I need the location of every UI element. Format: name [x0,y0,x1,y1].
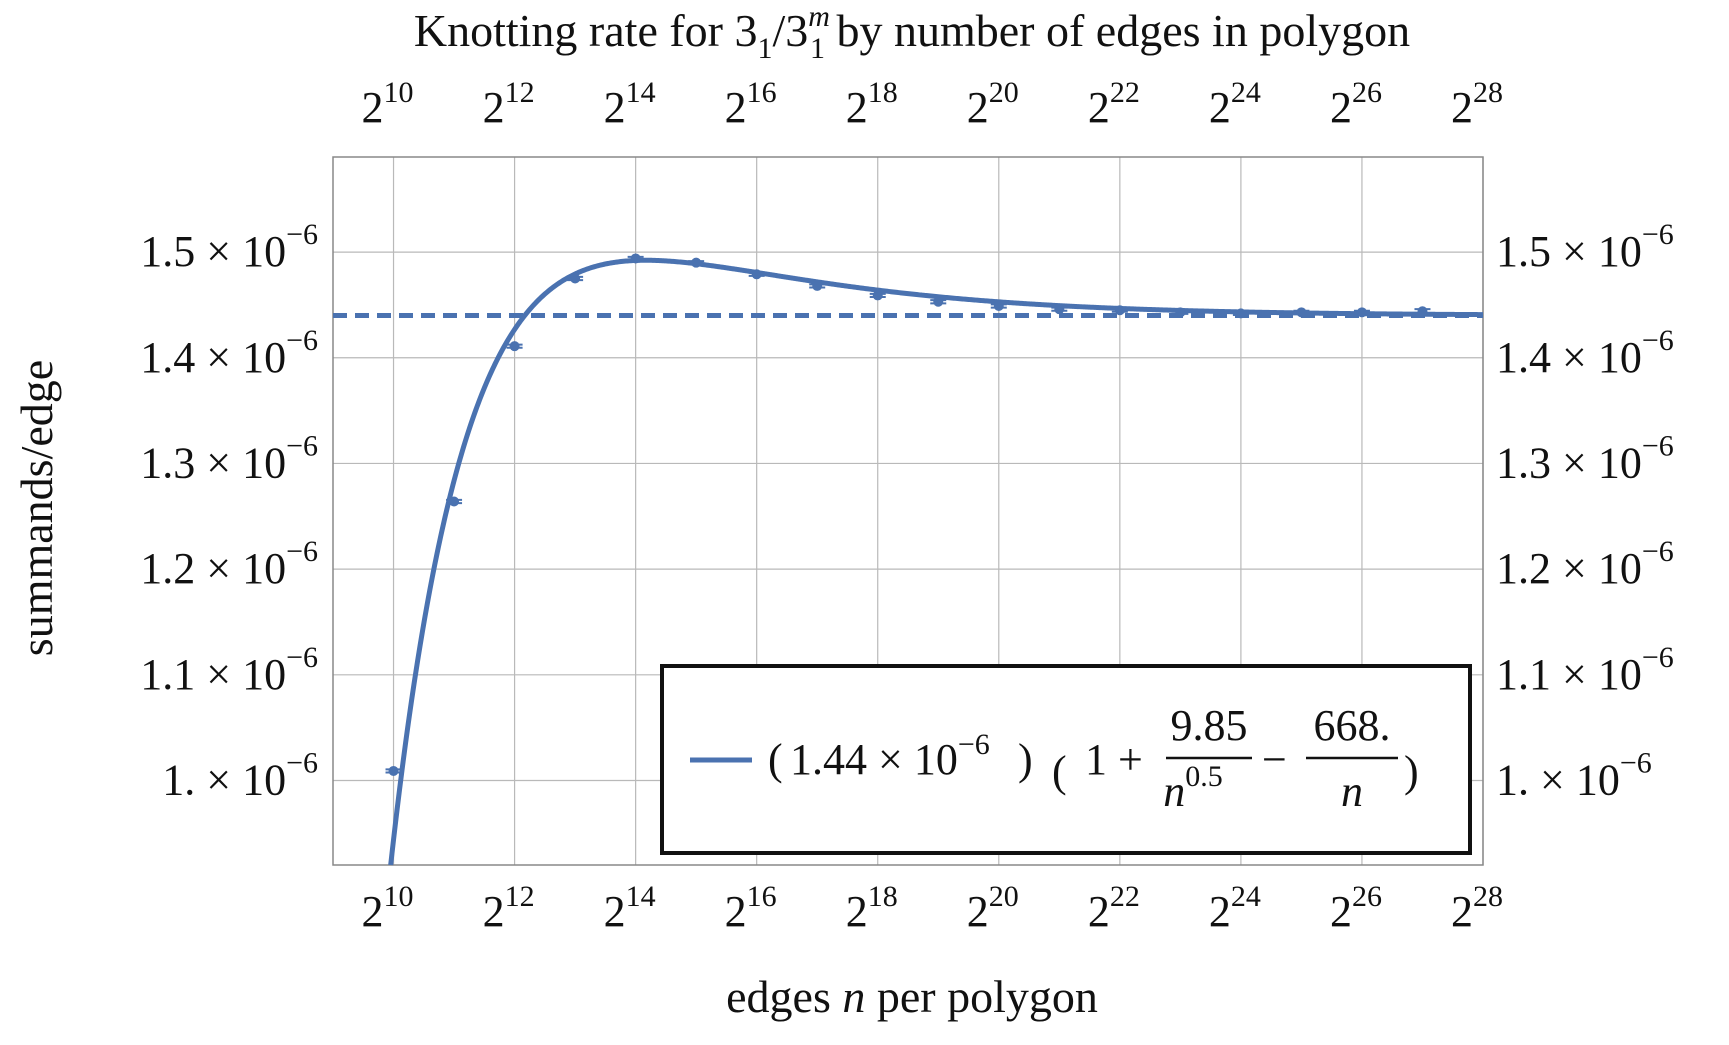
x-tick-label-top: 228 [1451,76,1503,132]
x-tick-label-bottom: 210 [362,880,414,936]
x-tick-label-top: 226 [1330,76,1382,132]
data-point [1417,306,1428,317]
y-tick-label-right: 1.3 × 10−6 [1496,429,1674,487]
data-point [449,496,460,507]
legend-denominator-2: n [1341,767,1363,816]
legend-open-paren-1: ( [768,735,783,784]
data-point [993,300,1004,311]
x-tick-label-top: 220 [967,76,1019,132]
legend-close-paren-1: ) [1018,735,1033,784]
y-ticks-right: 1. × 10−6 1.1 × 10−6 1.2 × 10−6 1.3 × 10−6 1… [1496,218,1674,804]
y-tick-label-right: 1.2 × 10−6 [1496,535,1674,593]
x-tick-label-bottom: 216 [725,880,777,936]
y-tick-label-right: 1.5 × 10−6 [1496,218,1674,276]
chart-title: Knotting rate for 31/3m 1 by number of ed… [414,0,1410,65]
x-tick-label-top: 210 [362,76,414,132]
data-point [812,280,823,291]
legend-denominator-1: n0.5 [1163,760,1223,816]
x-tick-label-bottom: 222 [1088,880,1140,936]
data-point [388,765,399,776]
data-point [570,273,581,284]
x-tick-label-bottom: 220 [967,880,1019,936]
y-tick-label-left: 1.5 × 10−6 [140,218,318,276]
data-point [1114,305,1125,316]
legend-close-paren-2: ) [1404,747,1419,796]
y-tick-label-right: 1.4 × 10−6 [1496,324,1674,382]
x-tick-label-bottom: 226 [1330,880,1382,936]
grid [333,157,1484,865]
y-tick-label-left: 1.4 × 10−6 [140,324,318,382]
y-ticks-left: 1. × 10−6 1.1 × 10−6 1.2 × 10−6 1.3 × 10−6 1… [140,218,318,804]
legend-numerator-1: 9.85 [1171,701,1248,750]
legend-coefficient: 1.44 × 10−6 [790,728,990,784]
y-tick-label-left: 1. × 10−6 [162,746,318,804]
y-tick-label-left: 1.3 × 10−6 [140,429,318,487]
data-point [1175,307,1186,318]
x-ticks-top: 210 212 214 216 218 220 222 224 226 228 [362,76,1503,132]
x-tick-label-top: 224 [1209,76,1261,132]
plot-border [332,156,1484,866]
legend-numerator-2: 668. [1314,701,1391,750]
x-tick-label-bottom: 228 [1451,880,1503,936]
x-tick-label-bottom: 218 [846,880,898,936]
y-tick-label-left: 1.2 × 10−6 [140,535,318,593]
x-tick-label-top: 222 [1088,76,1140,132]
x-ticks-bottom: 210 212 214 216 218 220 222 224 226 228 [362,880,1503,936]
y-axis-label: summands/edge [11,360,62,656]
x-tick-label-top: 216 [725,76,777,132]
data-point [1235,308,1246,319]
data-point [1296,307,1307,318]
x-tick-label-top: 212 [483,76,535,132]
data-point [933,296,944,307]
legend: ( 1.44 × 10−6 ) ( 1 + 9.85 n0.5 − 668. n… [660,664,1472,855]
legend-open-paren-2: ( [1052,747,1067,796]
y-tick-label-right: 1.1 × 10−6 [1496,641,1674,699]
x-axis-label: edges n per polygon [726,971,1098,1022]
data-point [1054,304,1065,315]
data-points [385,253,1431,776]
x-tick-label-bottom: 212 [483,880,535,936]
y-tick-label-left: 1.1 × 10−6 [140,641,318,699]
x-tick-label-bottom: 224 [1209,880,1261,936]
x-tick-label-top: 214 [604,76,656,132]
y-tick-label-right: 1. × 10−6 [1496,746,1652,804]
data-point [509,341,520,352]
data-point [630,253,641,264]
data-point [691,257,702,268]
data-point [872,290,883,301]
data-point [751,269,762,280]
data-point [1356,307,1367,318]
x-tick-label-top: 218 [846,76,898,132]
legend-minus: − [1262,735,1287,784]
legend-one-plus: 1 + [1085,735,1143,784]
x-tick-label-bottom: 214 [604,880,656,936]
plot-frame [332,156,1484,866]
legend-box [660,664,1472,855]
